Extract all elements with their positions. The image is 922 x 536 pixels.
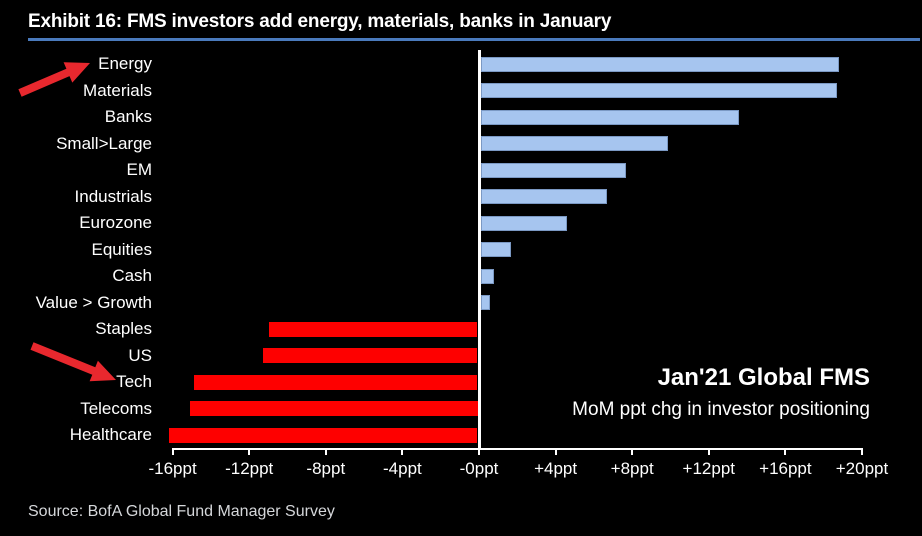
axis-tick	[861, 448, 863, 455]
chart-title: Exhibit 16: FMS investors add energy, ma…	[28, 11, 612, 32]
bar-energy	[480, 56, 839, 72]
category-label-materials: Materials	[83, 80, 152, 100]
annotation-subtitle: MoM ppt chg in investor positioning	[572, 399, 870, 420]
category-label-small-large: Small>Large	[56, 133, 152, 153]
axis-tick	[631, 448, 634, 455]
bar-small-large	[480, 136, 669, 152]
axis-tick-label-12ppt: +12ppt	[682, 459, 736, 478]
bar-value-growth	[480, 295, 491, 311]
axis-tick-label-12ppt: -12ppt	[225, 459, 274, 478]
category-label-telecoms: Telecoms	[80, 398, 152, 418]
axis-tick-label-16ppt: -16ppt	[148, 459, 197, 478]
axis-tick-label-4ppt: -4ppt	[383, 459, 422, 478]
annotation-survey-name: Jan'21 Global FMS	[657, 364, 870, 391]
title-divider	[28, 38, 920, 41]
axis-tick	[248, 448, 251, 455]
axis-tick	[707, 448, 710, 455]
axis-tick-label-0ppt: -0ppt	[459, 459, 499, 478]
bar-staples	[268, 321, 478, 337]
bar-materials	[480, 83, 837, 99]
bar-telecoms	[190, 401, 478, 417]
category-label-em: EM	[126, 160, 153, 179]
axis-tick-label-20ppt: +20ppt	[835, 459, 889, 478]
x-axis-line	[172, 448, 862, 450]
bar-us	[263, 348, 478, 364]
category-label-us: US	[128, 345, 152, 365]
category-label-tech: Tech	[116, 372, 152, 391]
axis-tick	[478, 448, 480, 455]
category-label-staples: Staples	[95, 319, 152, 338]
bar-equities	[480, 242, 512, 258]
bar-banks	[480, 109, 740, 125]
bar-cash	[480, 268, 494, 284]
source-note: Source: BofA Global Fund Manager Survey	[28, 503, 335, 520]
bar-em	[480, 162, 627, 178]
axis-tick	[554, 448, 557, 455]
axis-tick	[171, 448, 174, 455]
category-label-banks: Banks	[104, 107, 152, 126]
category-label-equities: Equities	[91, 239, 152, 259]
category-label-healthcare: Healthcare	[69, 425, 152, 444]
axis-tick-label-4ppt: +4ppt	[534, 459, 578, 478]
axis-tick	[324, 448, 327, 455]
category-label-eurozone: Eurozone	[79, 213, 152, 232]
category-label-cash: Cash	[112, 266, 152, 285]
bar-eurozone	[480, 215, 567, 231]
category-label-energy: Energy	[98, 54, 152, 73]
category-label-industrials: Industrials	[74, 186, 152, 206]
axis-tick	[784, 448, 787, 455]
axis-tick	[401, 448, 404, 455]
bar-healthcare	[169, 427, 478, 443]
chart-annotation: Jan'21 Global FMS MoM ppt chg in investo…	[572, 364, 870, 421]
category-label-value-growth: Value > Growth	[35, 292, 152, 312]
axis-tick-label-8ppt: -8ppt	[306, 459, 346, 478]
zero-axis-line	[477, 50, 481, 449]
axis-tick-label-16ppt: +16ppt	[759, 459, 812, 478]
bar-tech	[194, 374, 478, 390]
bar-industrials	[480, 189, 607, 205]
axis-tick-label-8ppt: +8ppt	[610, 459, 654, 478]
